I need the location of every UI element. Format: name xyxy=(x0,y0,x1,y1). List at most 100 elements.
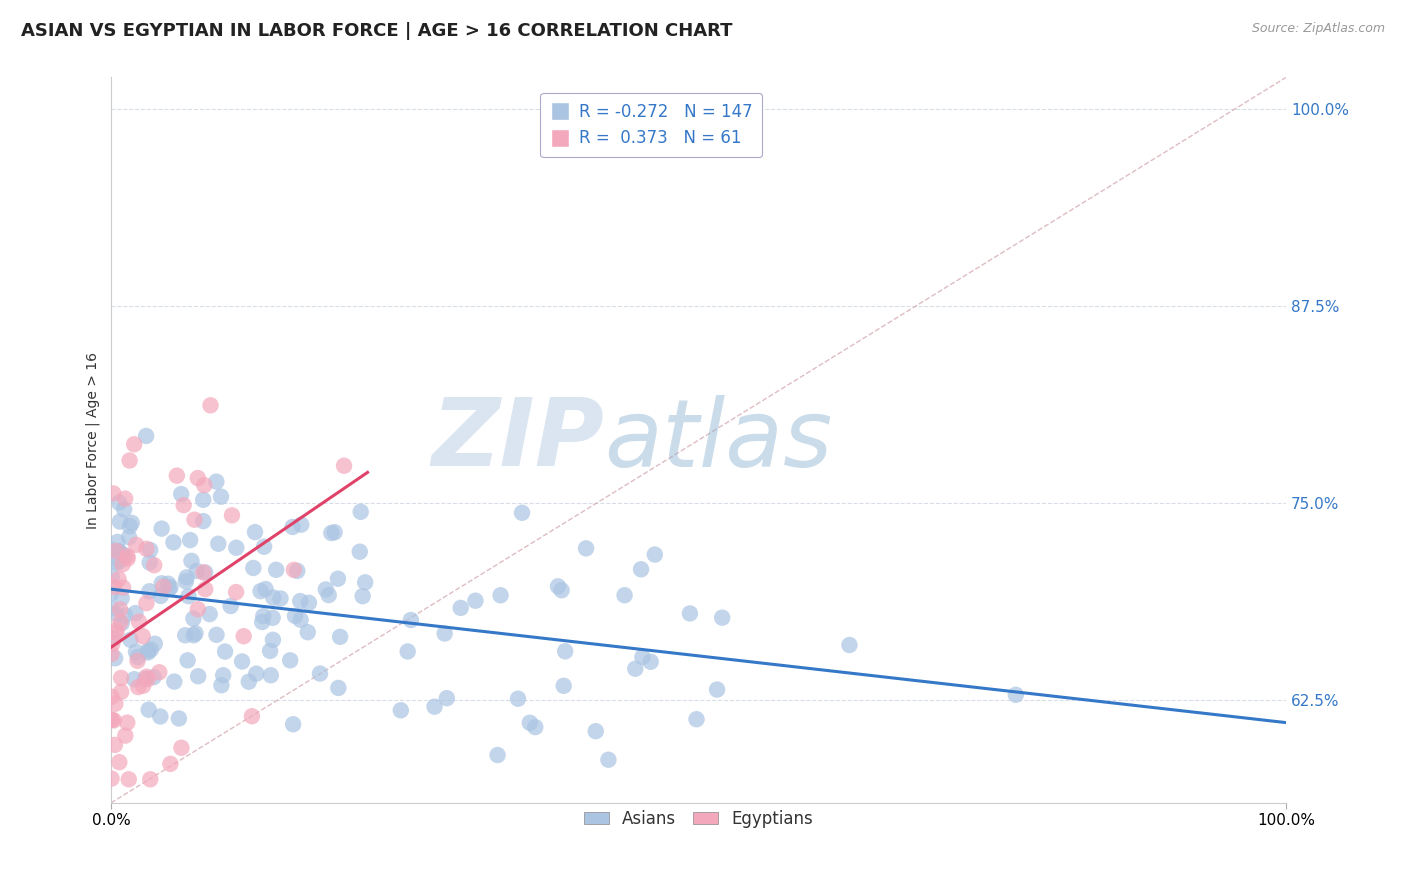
Point xyxy=(100,772,122,786)
Point xyxy=(352,589,374,603)
Point xyxy=(209,678,232,692)
Point xyxy=(176,653,198,667)
Point xyxy=(174,574,197,589)
Point xyxy=(260,668,283,682)
Text: Source: ZipAtlas.com: Source: ZipAtlas.com xyxy=(1251,22,1385,36)
Point xyxy=(290,613,312,627)
Point xyxy=(139,642,162,657)
Point xyxy=(283,563,305,577)
Point xyxy=(132,629,155,643)
Point xyxy=(240,709,263,723)
Point xyxy=(553,679,575,693)
Point xyxy=(122,437,145,451)
Point xyxy=(100,713,122,727)
Point xyxy=(524,720,547,734)
Point xyxy=(321,526,343,541)
Point xyxy=(205,628,228,642)
Point xyxy=(135,429,157,443)
Point xyxy=(186,564,208,578)
Point xyxy=(108,602,131,616)
Point xyxy=(198,607,221,621)
Point xyxy=(349,544,371,558)
Point xyxy=(118,453,141,467)
Point xyxy=(135,670,157,684)
Point xyxy=(100,601,122,615)
Point xyxy=(221,508,243,523)
Point xyxy=(318,588,340,602)
Point xyxy=(135,541,157,556)
Point xyxy=(125,645,148,659)
Point xyxy=(105,625,128,640)
Point xyxy=(232,629,254,643)
Point xyxy=(149,709,172,723)
Point xyxy=(111,547,134,561)
Point xyxy=(111,616,134,631)
Point xyxy=(298,596,321,610)
Point xyxy=(157,582,180,596)
Point xyxy=(554,644,576,658)
Point xyxy=(127,650,149,665)
Point xyxy=(150,576,173,591)
Point xyxy=(613,588,636,602)
Point xyxy=(110,615,132,629)
Point xyxy=(242,561,264,575)
Point xyxy=(193,514,215,528)
Point xyxy=(122,672,145,686)
Point xyxy=(209,490,232,504)
Point xyxy=(105,556,128,570)
Point xyxy=(285,564,308,578)
Point xyxy=(117,551,139,566)
Point xyxy=(107,535,129,549)
Point xyxy=(252,609,274,624)
Point xyxy=(110,671,132,685)
Point xyxy=(193,492,215,507)
Point xyxy=(249,584,271,599)
Point xyxy=(148,665,170,680)
Point xyxy=(112,549,135,563)
Point xyxy=(510,506,533,520)
Point xyxy=(243,525,266,540)
Point xyxy=(685,712,707,726)
Point xyxy=(464,593,486,607)
Point xyxy=(174,628,197,642)
Point xyxy=(100,542,122,557)
Point xyxy=(142,670,165,684)
Point xyxy=(107,544,129,558)
Point xyxy=(157,576,180,591)
Point xyxy=(150,522,173,536)
Point xyxy=(399,613,422,627)
Point xyxy=(245,666,267,681)
Point xyxy=(193,566,215,580)
Point xyxy=(127,654,149,668)
Point xyxy=(184,626,207,640)
Point xyxy=(163,674,186,689)
Point xyxy=(193,478,215,492)
Legend: Asians, Egyptians: Asians, Egyptians xyxy=(578,803,820,835)
Point xyxy=(117,549,139,563)
Point xyxy=(253,540,276,554)
Point xyxy=(250,615,273,629)
Point xyxy=(547,579,569,593)
Point xyxy=(103,486,125,500)
Point xyxy=(231,655,253,669)
Point xyxy=(139,772,162,787)
Point xyxy=(187,669,209,683)
Point xyxy=(166,468,188,483)
Point xyxy=(149,589,172,603)
Point xyxy=(124,606,146,620)
Point xyxy=(104,651,127,665)
Point xyxy=(486,747,509,762)
Point xyxy=(100,586,122,600)
Point xyxy=(183,611,205,625)
Point xyxy=(269,591,291,606)
Point xyxy=(187,471,209,485)
Point xyxy=(104,697,127,711)
Point xyxy=(101,637,124,651)
Point xyxy=(138,556,160,570)
Point xyxy=(396,644,419,658)
Point xyxy=(350,505,373,519)
Point xyxy=(136,672,159,686)
Point xyxy=(262,611,284,625)
Point xyxy=(187,602,209,616)
Point xyxy=(127,680,149,694)
